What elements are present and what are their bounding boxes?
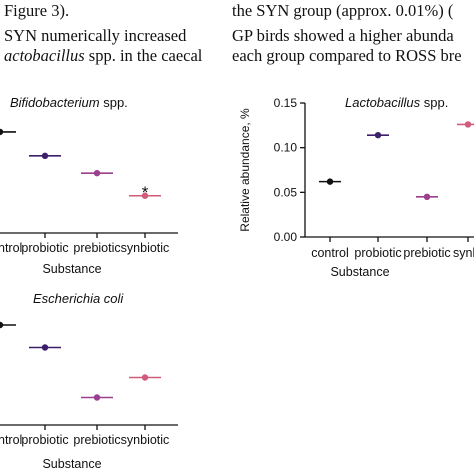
- x-tick-label-control: ntrol: [0, 241, 22, 255]
- chart-escherichia-coli-marks: [0, 321, 161, 401]
- x-tick-label-control: ntrol: [0, 433, 22, 447]
- chart-escherichia-coli: Escherichia coli ntrol probiotic prebiot…: [0, 291, 178, 471]
- chart-lactobacillus-x-label: Substance: [330, 265, 389, 279]
- body-text-left-line1: Figure 3).: [4, 1, 69, 20]
- x-tick-label-synbiotic: synbi: [453, 246, 474, 260]
- prebiotic-point: [93, 169, 101, 177]
- x-tick-label-prebiotic: prebiotic: [403, 246, 450, 260]
- y-tick-label: 0.00: [274, 230, 298, 244]
- probiotic-point: [41, 344, 49, 351]
- chart-bifidobacterium-marks: [0, 128, 161, 199]
- synbiotic-point: [141, 192, 149, 199]
- x-tick-label-probiotic: probiotic: [354, 246, 401, 260]
- x-tick-label-probiotic: probiotic: [21, 241, 68, 255]
- y-tick-label: 0.15: [274, 96, 298, 110]
- body-text-right-line2: GP birds showed a higher abunda: [232, 26, 454, 45]
- chart-bifidobacterium-x-label: Substance: [42, 262, 101, 276]
- synbiotic-point: [141, 374, 149, 381]
- chart-lactobacillus-marks: [319, 121, 474, 200]
- chart-lactobacillus: Lactobacillus spp. Relative abundance, %…: [238, 95, 474, 279]
- body-text-left-line3-italic: actobacillus: [4, 46, 85, 65]
- chart-lactobacillus-title: Lactobacillus spp.: [345, 95, 448, 110]
- probiotic-point: [41, 152, 49, 160]
- x-tick-label-synbiotic: synbiotic: [121, 433, 170, 447]
- chart-lactobacillus-y-ticks: 0.00 0.05 0.10 0.15: [274, 96, 305, 244]
- x-tick-label-prebiotic: prebiotic: [73, 433, 120, 447]
- x-tick-label-control: control: [311, 246, 349, 260]
- body-text-left-line3-rest: spp. in the caecal: [85, 46, 203, 65]
- chart-escherichia-coli-x-label: Substance: [42, 457, 101, 471]
- control-point: [0, 321, 4, 329]
- body-text-right-line1: the SYN group (approx. 0.01%) (: [232, 1, 453, 20]
- y-tick-label: 0.05: [274, 185, 298, 199]
- chart-bifidobacterium: Bifidobacterium spp. * ntrol probiotic p…: [0, 95, 178, 276]
- significance-asterisk: *: [142, 183, 149, 202]
- control-point: [0, 128, 4, 136]
- x-tick-label-probiotic: probiotic: [21, 433, 68, 447]
- control-point: [326, 178, 334, 185]
- chart-bifidobacterium-title: Bifidobacterium spp.: [10, 95, 128, 110]
- body-text-right-line3: each group compared to ROSS bre: [232, 46, 462, 65]
- body-text-left-line2: SYN numerically increased: [4, 26, 187, 45]
- chart-escherichia-coli-title: Escherichia coli: [33, 291, 124, 306]
- x-tick-label-synbiotic: synbiotic: [121, 241, 170, 255]
- prebiotic-point: [93, 394, 101, 401]
- chart-lactobacillus-y-label: Relative abundance, %: [238, 108, 252, 232]
- prebiotic-point: [423, 193, 431, 200]
- body-text-left-line3: actobacillus spp. in the caecal: [4, 46, 203, 65]
- y-tick-label: 0.10: [274, 141, 298, 155]
- synbiotic-point: [464, 121, 472, 128]
- x-tick-label-prebiotic: prebiotic: [73, 241, 120, 255]
- probiotic-point: [374, 131, 382, 139]
